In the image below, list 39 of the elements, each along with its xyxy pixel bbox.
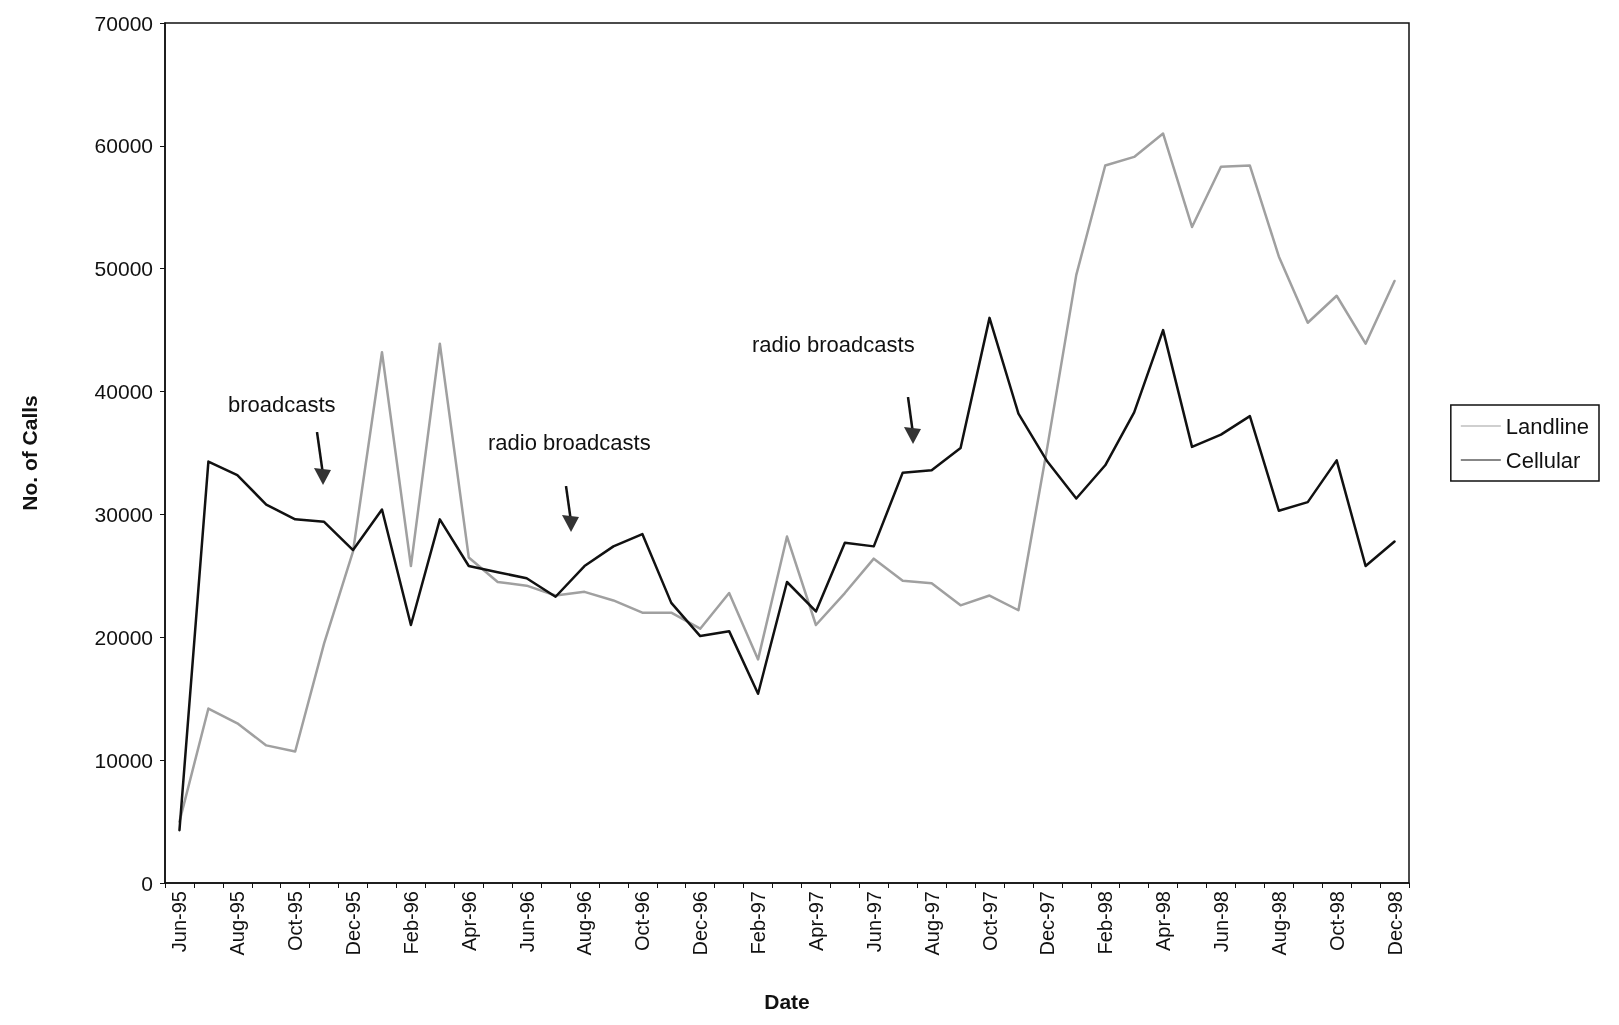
y-tick-label: 30000 [94, 502, 153, 526]
x-tick-label: Jun-98 [1209, 891, 1232, 953]
y-tick-label: 0 [141, 871, 153, 895]
x-tick-label: Dec-98 [1383, 891, 1406, 956]
x-tick-label: Dec-97 [1036, 891, 1059, 956]
y-axis-title: No. of Calls [18, 395, 41, 511]
x-tick-label: Jun-95 [168, 891, 191, 953]
x-tick-label: Oct-95 [284, 891, 307, 952]
x-tick-label: Oct-96 [631, 891, 654, 952]
x-tick-label: Feb-98 [1094, 891, 1117, 955]
x-tick-label: Apr-96 [457, 891, 480, 952]
x-tick-label: Jun-96 [515, 891, 538, 953]
y-tick-label: 20000 [94, 625, 153, 649]
x-tick-label: Feb-96 [399, 891, 422, 955]
line-series [178, 316, 1396, 832]
y-tick-label: 40000 [94, 380, 153, 404]
x-tick-label: Aug-97 [920, 891, 943, 956]
x-tick-label: Aug-98 [1267, 891, 1290, 956]
y-tick-label: 50000 [94, 257, 153, 281]
x-tick-label: Aug-96 [573, 891, 596, 956]
y-tick-label: 10000 [94, 748, 153, 772]
x-tick-label: Jun-97 [862, 891, 885, 953]
legend-label: Cellular [1505, 447, 1581, 473]
annotation: radio broadcasts [752, 332, 915, 358]
legend-label: Landline [1505, 413, 1589, 439]
x-tick-label: Apr-98 [1152, 891, 1175, 952]
x-tick-label: Apr-97 [804, 891, 827, 952]
annotation: radio broadcasts [488, 430, 651, 456]
x-tick-label: Dec-96 [689, 891, 712, 956]
annotation: broadcasts [228, 392, 336, 418]
line-series [178, 132, 1396, 823]
y-tick-label: 60000 [94, 134, 153, 158]
x-axis-title: Date [764, 990, 810, 1013]
x-tick-label: Oct-98 [1325, 891, 1348, 952]
x-tick-label: Dec-95 [342, 891, 365, 956]
y-tick-label: 70000 [94, 11, 153, 35]
x-tick-label: Aug-95 [226, 891, 249, 956]
x-tick-label: Oct-97 [978, 891, 1001, 952]
x-tick-label: Feb-97 [747, 891, 770, 955]
